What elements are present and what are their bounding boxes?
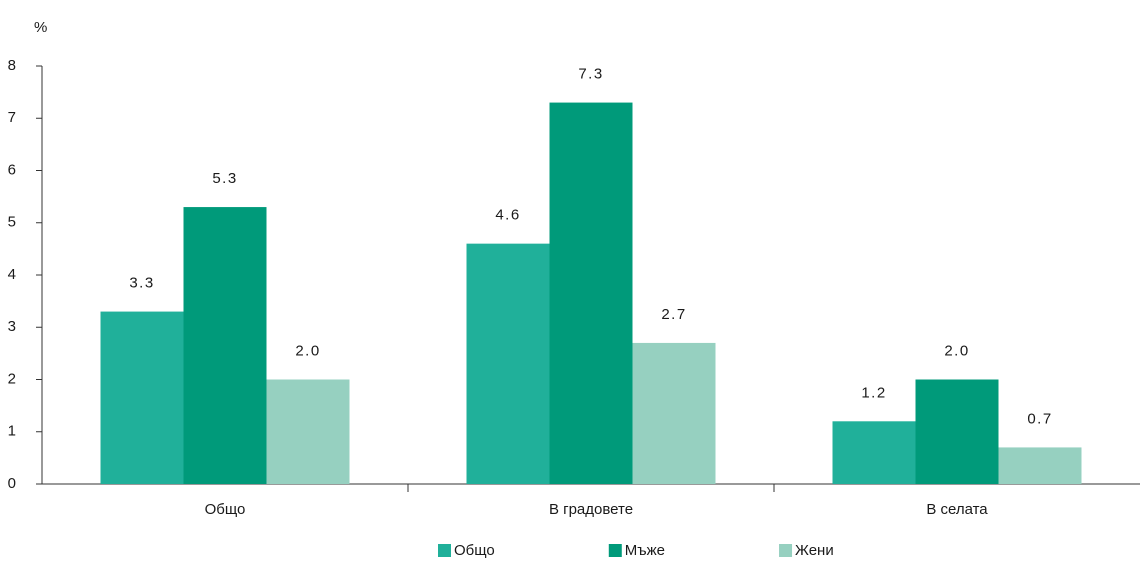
y-tick-label: 1 <box>8 423 16 440</box>
bar <box>100 311 184 484</box>
value-label: 5.3 <box>212 170 237 187</box>
value-label: 7.3 <box>578 66 603 83</box>
x-tick-label: Общо <box>205 501 246 518</box>
x-tick-label: В градовете <box>549 501 633 518</box>
legend-swatch <box>438 544 451 557</box>
bar <box>183 207 267 484</box>
y-tick-label: 6 <box>8 161 16 178</box>
y-axis-label: % <box>34 19 47 36</box>
value-label: 2.7 <box>661 306 686 323</box>
legend-swatch <box>608 544 622 557</box>
legend-label: Мъже <box>625 542 665 559</box>
value-label: 4.6 <box>495 207 520 224</box>
bar <box>832 421 916 484</box>
value-label: 3.3 <box>129 275 154 292</box>
bar <box>998 447 1082 484</box>
y-tick-label: 2 <box>8 370 16 387</box>
legend-label: Общо <box>454 542 495 559</box>
value-label: 0.7 <box>1027 410 1052 427</box>
bar <box>549 102 633 484</box>
bar <box>266 379 350 484</box>
bar <box>466 243 550 484</box>
y-tick-label: 0 <box>8 475 16 492</box>
bar <box>915 379 999 484</box>
y-tick-label: 8 <box>8 57 16 74</box>
legend-swatch <box>779 544 793 557</box>
y-tick-label: 5 <box>8 214 16 231</box>
legend-label: Жени <box>795 542 834 559</box>
value-label: 2.0 <box>295 342 320 359</box>
y-tick-label: 3 <box>8 318 16 335</box>
y-tick-label: 7 <box>8 109 16 126</box>
value-label: 2.0 <box>944 342 969 359</box>
y-tick-label: 4 <box>8 266 16 283</box>
bar <box>632 342 716 484</box>
x-tick-label: В селата <box>926 501 988 518</box>
value-label: 1.2 <box>861 384 886 401</box>
